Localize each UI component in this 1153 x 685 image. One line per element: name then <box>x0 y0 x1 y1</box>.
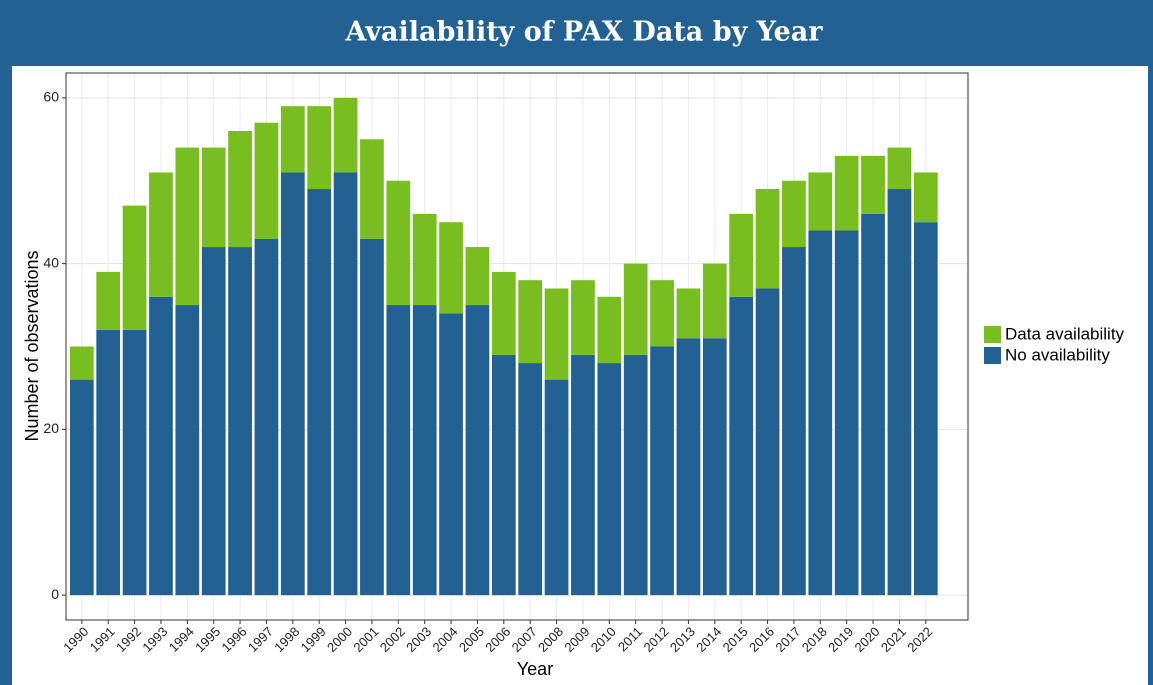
plot-panel <box>66 73 968 620</box>
bar-segment <box>96 271 121 330</box>
bar-segment <box>755 288 780 596</box>
bar-segment <box>676 338 701 596</box>
bar-segment <box>782 247 806 596</box>
bar-segment <box>702 338 727 596</box>
bar-segment <box>69 346 94 380</box>
bar-segment <box>597 296 622 364</box>
plot-border <box>65 72 969 621</box>
bar-segment <box>571 354 595 596</box>
bar-segment <box>228 131 252 248</box>
bar-segment <box>254 238 279 596</box>
bar-segment <box>834 230 859 596</box>
y-tick-label: 0 <box>51 586 59 602</box>
bar-segment <box>913 172 938 223</box>
bar-segment <box>149 296 173 596</box>
bar-segment <box>439 222 463 314</box>
x-axis-label: Year <box>517 659 553 679</box>
legend-swatch <box>984 326 1001 343</box>
bar-segment <box>465 247 490 306</box>
bar-segment <box>702 263 727 339</box>
bar-segment <box>571 280 595 355</box>
bar-segment <box>333 97 358 173</box>
bar-segment <box>808 172 833 231</box>
bar-segment <box>861 213 885 596</box>
bar-segment <box>360 238 384 596</box>
bar-segment <box>307 106 332 190</box>
chart-title: Availability of PAX Data by Year <box>345 17 824 48</box>
bar-segment <box>386 305 411 596</box>
bar-segment <box>782 180 806 248</box>
bar-segment <box>491 354 516 596</box>
bar-segment <box>122 205 147 330</box>
bar-segment <box>280 106 305 173</box>
y-tick-label: 60 <box>43 89 59 105</box>
bar-segment <box>861 155 885 214</box>
bar-segment <box>307 189 332 596</box>
bar-segment <box>834 155 859 231</box>
bar-segment <box>412 305 437 596</box>
bar-segment <box>175 147 200 306</box>
bar-segment <box>650 280 674 347</box>
legend-label: No availability <box>1005 345 1110 364</box>
bar-segment <box>228 247 252 596</box>
bar-segment <box>439 313 463 596</box>
y-tick-label: 20 <box>43 420 59 436</box>
bar-segment <box>887 189 912 596</box>
bar-segment <box>122 329 147 596</box>
bar-segment <box>518 280 543 364</box>
bar-segment <box>623 354 648 596</box>
y-axis-label: Number of observations <box>22 250 42 441</box>
bar-segment <box>887 147 912 190</box>
bar-segment <box>201 247 226 596</box>
bar-segment <box>386 180 411 306</box>
bar-segment <box>254 122 279 239</box>
bar-segment <box>544 288 569 380</box>
bar-segment <box>729 296 754 596</box>
bar-segment <box>623 263 648 355</box>
bar-segment <box>412 213 437 306</box>
legend-swatch <box>984 347 1001 364</box>
bar-segment <box>69 379 94 596</box>
bar-segment <box>676 288 701 339</box>
bar-segment <box>755 189 780 289</box>
bar-segment <box>175 305 200 596</box>
bar-segment <box>491 271 516 355</box>
bar-segment <box>465 305 490 596</box>
bar-segment <box>149 172 173 297</box>
bar-segment <box>597 363 622 596</box>
bar-segment <box>650 346 674 596</box>
bar-segment <box>913 222 938 596</box>
bar-segment <box>360 139 384 239</box>
y-tick-label: 40 <box>43 254 59 270</box>
bar-segment <box>729 213 754 297</box>
legend-label: Data availability <box>1005 324 1125 343</box>
bar-segment <box>201 147 226 248</box>
bar-segment <box>544 379 569 596</box>
bar-segment <box>333 172 358 596</box>
bar-segment <box>518 363 543 596</box>
bar-segment <box>808 230 833 596</box>
bar-segment <box>280 172 305 596</box>
bar-segment <box>96 329 121 596</box>
